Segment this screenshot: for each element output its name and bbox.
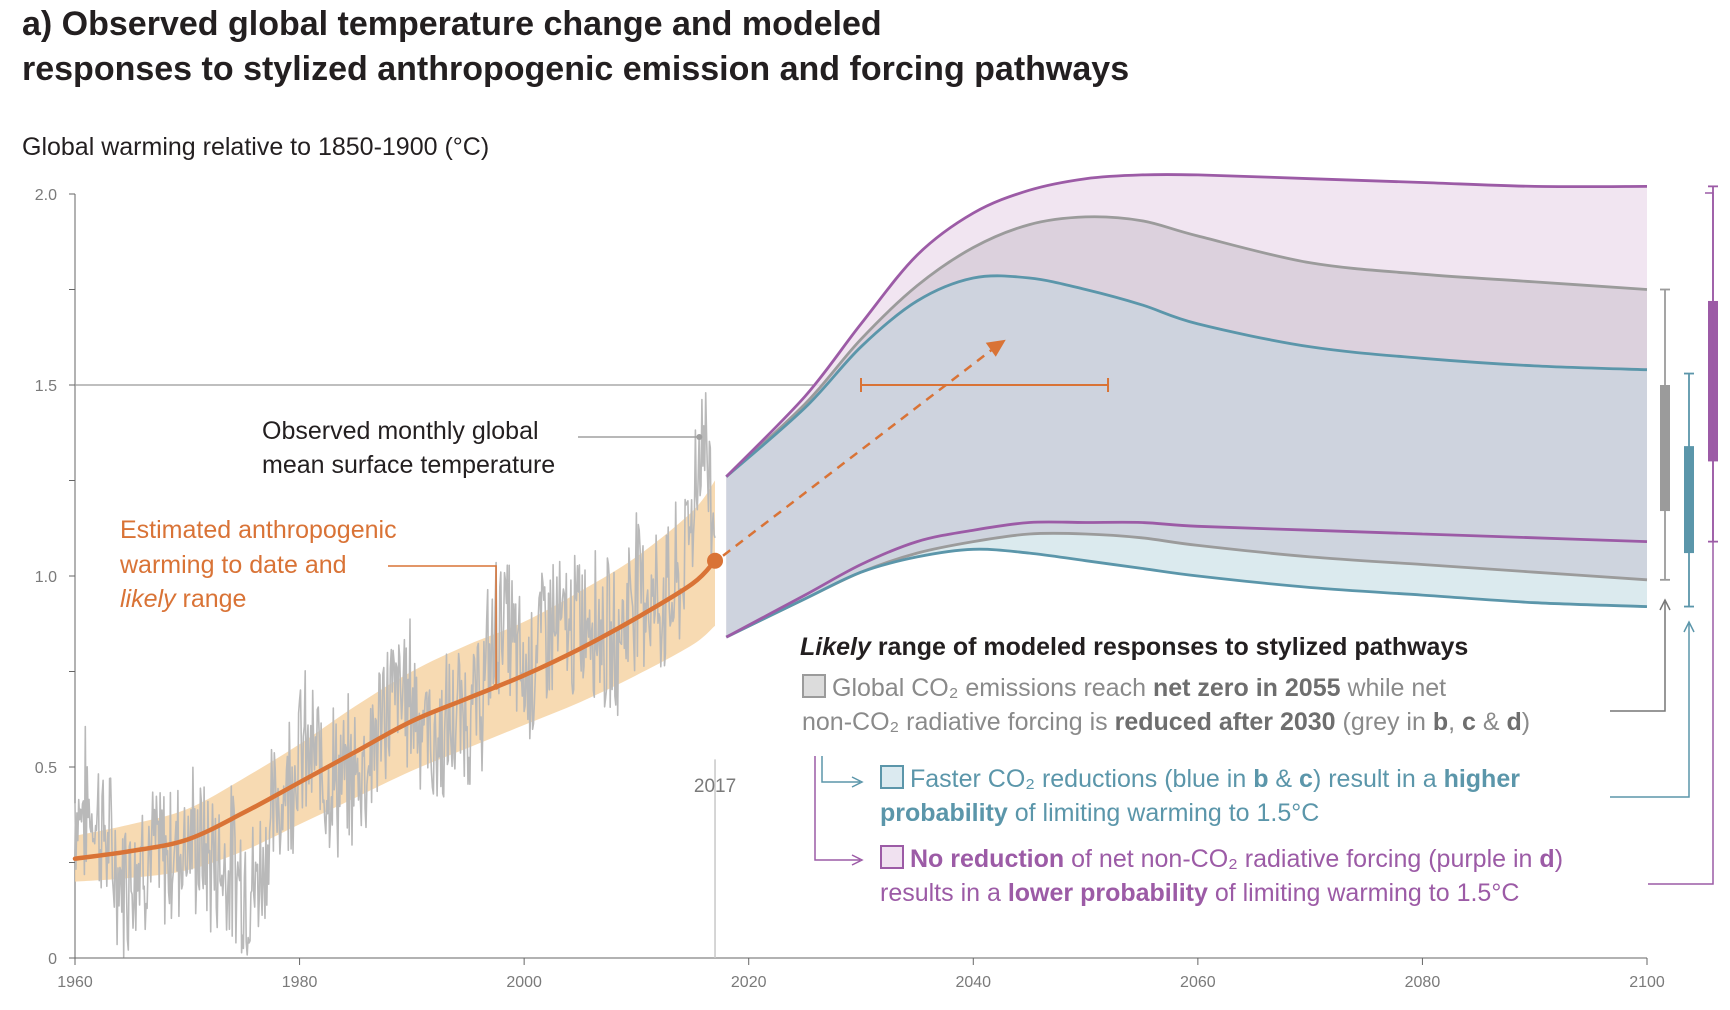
title-line-1: a) Observed global temperature change an… [22, 5, 882, 43]
legend-purple-entry: No reduction of net non-CO₂ radiative fo… [880, 842, 1640, 910]
y-tick-label: 1.5 [35, 378, 57, 395]
legend-blue-bracket-arrow [851, 776, 864, 788]
legend-grey-bold-3: b [1432, 708, 1449, 736]
anthropogenic-warming-line [72, 558, 718, 861]
grey-connector [1610, 602, 1666, 712]
legend-grey-text-2: while net [1340, 674, 1447, 702]
legend-grey-text-5: , [1448, 708, 1463, 736]
y-tick-label: 0 [48, 951, 57, 968]
legend-blue-bold-1: b [1253, 765, 1269, 793]
blue-connector-arrow [1683, 620, 1695, 633]
blue-lower-tint [726, 533, 1647, 638]
legend-purple-bracket [814, 756, 860, 861]
anthro-label-line-1: Estimated anthropogenic [120, 516, 397, 544]
chart-title: a) Observed global temperature change an… [22, 2, 1129, 92]
observed-monthly-line [74, 392, 716, 958]
legend-blue-bold-4: probability [880, 799, 1008, 827]
y-axis-label: Global warming relative to 1850-1900 (°C… [22, 133, 490, 161]
legend-heading-rest: range of modeled responses to stylized p… [870, 633, 1469, 661]
x-tick-label: 2080 [1405, 974, 1441, 991]
blue-high-line [725, 274, 1648, 478]
observed-label-line-2: mean surface temperature [262, 451, 555, 479]
x-tick-label: 1980 [282, 974, 318, 991]
grey-connector-arrow [1659, 598, 1671, 611]
anthro-label-line-2: warming to date and [119, 551, 347, 579]
legend-grey-text-3: non-CO₂ radiative forcing is [802, 708, 1115, 736]
legend-blue-bold-3: higher [1443, 765, 1520, 793]
x-tick-label: 2060 [1180, 974, 1216, 991]
legend-purple-bold-2: d [1539, 845, 1555, 873]
legend-purple-text-4: of limiting warming to 1.5°C [1207, 879, 1520, 907]
year-2017-label: 2017 [694, 776, 736, 797]
legend-purple-bracket-arrow [851, 854, 864, 866]
anthro-label-italic: likely [120, 585, 177, 613]
x-tick-label: 2040 [955, 974, 991, 991]
legend-purple-bold-3: lower probability [1007, 879, 1208, 907]
legend-purple-text-3: results in a [880, 879, 1008, 907]
observed-leader-dot [696, 434, 703, 440]
legend-purple-text-2: ) [1554, 845, 1564, 873]
anthro-leader-line [388, 565, 497, 687]
legend-blue-text-3: ) result in a [1312, 765, 1444, 793]
y-tick-label: 0.5 [35, 760, 57, 777]
blue-swatch [880, 765, 904, 789]
legend-blue-text-4: of limiting warming to 1.5°C [1007, 799, 1320, 827]
grey-high-line [725, 215, 1648, 478]
y-tick-label: 2.0 [35, 187, 57, 204]
blue-low-line [725, 547, 1648, 639]
y-tick-label: 1.0 [35, 569, 57, 586]
legend-grey-bold-5: d [1506, 708, 1522, 736]
blue-endpoint-likely-bar [1684, 446, 1694, 554]
purple-swatch [880, 845, 904, 869]
grey-swatch [802, 674, 826, 698]
legend-grey-bold-2: reduced after 2030 [1114, 708, 1336, 736]
anthro-leader-dot [493, 683, 500, 690]
legend-grey-text-6: & [1475, 708, 1507, 736]
legend-blue-bracket [821, 756, 860, 783]
legend-heading: Likely range of modeled responses to sty… [800, 630, 1468, 664]
x-tick-label: 2020 [731, 974, 767, 991]
legend-blue-entry: Faster CO₂ reductions (blue in b & c) re… [880, 762, 1600, 830]
title-line-2: responses to stylized anthropogenic emis… [22, 50, 1130, 88]
legend-blue-text-2: & [1268, 765, 1300, 793]
observed-label-line-1: Observed monthly global [262, 417, 539, 445]
anthropogenic-likely-band [75, 480, 715, 882]
purple-low-line [725, 520, 1648, 639]
legend-grey-bold-1: net zero in 2055 [1152, 674, 1341, 702]
legend-blue-bold-2: c [1299, 765, 1313, 793]
trend-arrowhead [985, 339, 1006, 357]
x-tick-label: 1960 [57, 974, 93, 991]
legend-grey-bold-4: c [1462, 708, 1476, 736]
legend-blue-text-1: Faster CO₂ reductions (blue in [910, 765, 1254, 793]
anthropogenic-2017-point [707, 552, 724, 569]
anthro-label-line-3: likely range [120, 585, 246, 613]
legend-heading-italic: Likely [800, 633, 871, 661]
x-tick-label: 2000 [506, 974, 542, 991]
legend-grey-text-7: ) [1521, 708, 1531, 736]
anthro-label-rest: range [176, 585, 247, 613]
grey-endpoint-likely-bar [1660, 385, 1670, 512]
x-tick-label: 2100 [1629, 974, 1665, 991]
purple-connector [1648, 192, 1714, 885]
purple-high-line [725, 173, 1648, 478]
legend-grey-text-4: (grey in [1335, 708, 1433, 736]
legend-purple-text-1: of net non-CO₂ radiative forcing (purple… [1064, 845, 1540, 873]
legend-grey-entry: Global CO₂ emissions reach net zero in 2… [802, 671, 1622, 739]
legend-purple-bold-1: No reduction [910, 845, 1065, 873]
blue-connector [1610, 624, 1690, 798]
legend-grey-text-1: Global CO₂ emissions reach [832, 674, 1153, 702]
